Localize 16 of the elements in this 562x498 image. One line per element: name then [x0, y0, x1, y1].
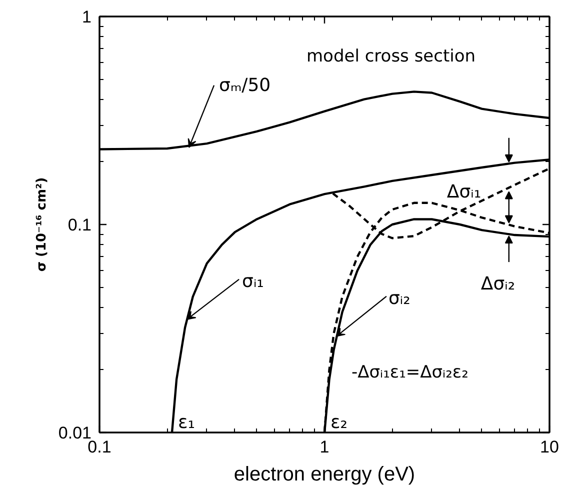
y-tick-label: 0.1: [68, 216, 92, 234]
annotation: ε₂: [330, 412, 348, 433]
annotation: Δσᵢ₁: [446, 181, 482, 202]
annotation: σᵢ₁: [242, 270, 264, 292]
annotation: ε₁: [178, 412, 195, 433]
annotation: model cross section: [306, 46, 476, 66]
y-tick-label: 1: [82, 8, 92, 26]
annotation: σᵢ₂: [388, 288, 410, 309]
x-tick-label: 1: [320, 438, 330, 456]
annotation: -Δσᵢ₁ε₁=Δσᵢ₂ε₂: [352, 362, 468, 383]
annotation: σₘ/50: [219, 74, 271, 96]
x-tick-label: 0.1: [88, 438, 112, 456]
y-axis-title: σ (10⁻¹⁶ cm²): [34, 177, 50, 272]
x-tick-label: 10: [540, 438, 559, 456]
x-axis-title: electron energy (eV): [234, 464, 416, 486]
annotation: Δσᵢ₂: [480, 274, 516, 295]
